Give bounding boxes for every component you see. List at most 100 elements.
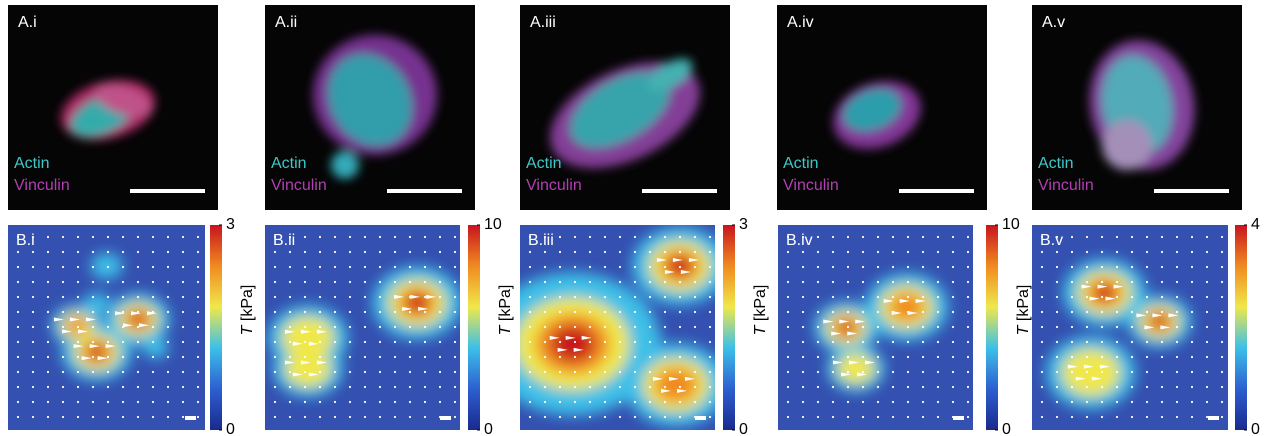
vector-dot [574, 371, 576, 373]
vector-dot [454, 386, 456, 388]
vector-dot [394, 281, 396, 283]
vector-dot [847, 281, 849, 283]
vector-dot [877, 371, 879, 373]
colorbar [468, 225, 480, 430]
vector-dot [319, 386, 321, 388]
vector-dot [409, 326, 411, 328]
vector-dot [1221, 236, 1223, 238]
vector-dot [1161, 281, 1163, 283]
vector-dot [1221, 416, 1223, 418]
vector-dot [47, 251, 49, 253]
vector-dot [1191, 401, 1193, 403]
vector-dot [862, 296, 864, 298]
vector-dot [559, 386, 561, 388]
vector-dot [334, 236, 336, 238]
vector-dot [349, 266, 351, 268]
vector-dot [182, 341, 184, 343]
vector-dot [439, 341, 441, 343]
vector-dot [529, 326, 531, 328]
vector-dot [529, 251, 531, 253]
vector-dot [182, 236, 184, 238]
stain-label: Vinculin [271, 177, 327, 194]
vector-dot [1161, 311, 1163, 313]
vector-dot [92, 296, 94, 298]
vector-dot [62, 266, 64, 268]
vector-dot [952, 251, 954, 253]
vector-dot [802, 326, 804, 328]
vector-dot [349, 416, 351, 418]
panel-label: B.iii [528, 232, 554, 249]
vector-dot [802, 266, 804, 268]
vector-dot [862, 371, 864, 373]
vector-dot [152, 341, 154, 343]
vector-dot [634, 356, 636, 358]
vector-dot [47, 281, 49, 283]
vector-dot [32, 401, 34, 403]
vector-dot [937, 251, 939, 253]
scale-bar [899, 189, 974, 193]
vector-dot [649, 371, 651, 373]
vector-dot [1191, 296, 1193, 298]
scale-bar [953, 416, 964, 420]
vector-dot [529, 266, 531, 268]
vector-dot [364, 326, 366, 328]
vector-dot [802, 356, 804, 358]
vector-dot [559, 266, 561, 268]
vector-dot [47, 386, 49, 388]
stain-label: Actin [526, 155, 562, 172]
vector-dot [152, 236, 154, 238]
vector-dot [1086, 416, 1088, 418]
vector-dot [1056, 416, 1058, 418]
vector-dot [1086, 401, 1088, 403]
vector-dot [17, 251, 19, 253]
vector-dot [167, 356, 169, 358]
vector-dot [137, 386, 139, 388]
vector-dot [937, 341, 939, 343]
traction-panel: B.i03T [kPa] [8, 216, 256, 436]
vector-dot [1086, 341, 1088, 343]
vector-dot [1056, 401, 1058, 403]
vector-dot [364, 386, 366, 388]
vector-dot [937, 236, 939, 238]
vector-dot [1206, 296, 1208, 298]
vector-dot [709, 236, 711, 238]
vector-dot [544, 371, 546, 373]
vector-dot [649, 386, 651, 388]
vector-dot [847, 371, 849, 373]
vector-dot [559, 371, 561, 373]
vector-dot [1176, 311, 1178, 313]
vector-dot [862, 311, 864, 313]
vector-dot [952, 281, 954, 283]
vector-dot [379, 371, 381, 373]
vector-dot [289, 326, 291, 328]
cell-region [331, 151, 359, 179]
colorbar-tick-label: 10 [484, 216, 502, 233]
vector-dot [832, 401, 834, 403]
vector-dot [122, 266, 124, 268]
vector-dot [967, 371, 969, 373]
vector-dot [1116, 371, 1118, 373]
vector-dot [289, 281, 291, 283]
vector-dot [679, 266, 681, 268]
vector-dot [664, 281, 666, 283]
panel-label: A.v [1042, 14, 1065, 31]
vector-dot [529, 281, 531, 283]
vector-dot [364, 401, 366, 403]
vector-dot [847, 386, 849, 388]
vector-dot [364, 251, 366, 253]
vector-dot [334, 356, 336, 358]
vector-dot [1146, 311, 1148, 313]
vector-dot [664, 326, 666, 328]
vector-dot [664, 251, 666, 253]
vector-dot [937, 281, 939, 283]
vector-dot [634, 326, 636, 328]
vector-dot [1116, 311, 1118, 313]
vector-dot [394, 356, 396, 358]
vector-dot [152, 401, 154, 403]
vector-dot [424, 326, 426, 328]
vector-dot [1176, 371, 1178, 373]
vector-dot [137, 341, 139, 343]
hot-spot [889, 293, 924, 321]
vector-dot [922, 371, 924, 373]
vector-dot [394, 311, 396, 313]
